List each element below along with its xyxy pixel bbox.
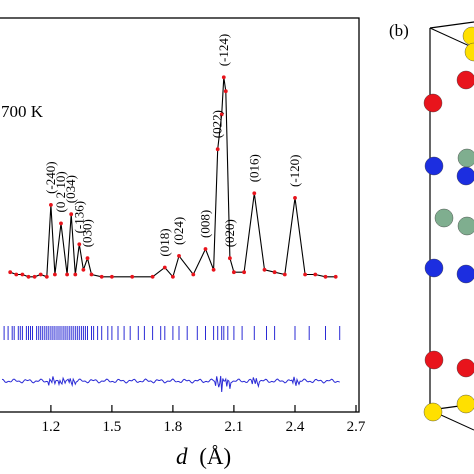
peak-label: (018) [157, 228, 172, 256]
observed-point [49, 203, 53, 207]
observed-point [150, 274, 155, 279]
observed-point [73, 272, 78, 277]
peak-label: (020) [222, 219, 237, 247]
atom [424, 258, 444, 278]
observed-point [313, 272, 318, 277]
cell-edge [429, 27, 474, 49]
observed-point [323, 274, 328, 279]
peak-label: (030) [80, 219, 95, 247]
observed-point [110, 274, 114, 279]
x-tick-label: 2.7 [347, 419, 366, 435]
observed-point [32, 274, 37, 279]
peak-label: (024) [171, 217, 186, 245]
observed-point [65, 272, 69, 277]
difference-curve [1, 375, 340, 393]
observed-point [221, 75, 226, 80]
observed-point [303, 272, 307, 277]
x-tick-label: 1.5 [103, 419, 122, 435]
peak-label: (022) [210, 110, 225, 138]
observed-point [219, 112, 224, 117]
atom [434, 208, 454, 228]
observed-points [8, 75, 338, 279]
x-axis-label: d (Å) [176, 444, 231, 469]
cell-edge [429, 21, 474, 29]
observed-point [262, 267, 267, 272]
observed-point [177, 254, 181, 258]
atoms [423, 26, 474, 422]
peak-label: (034) [63, 175, 78, 203]
observed-point [59, 221, 63, 226]
x-axis-label-symbol: d [176, 444, 188, 469]
observed-point [20, 272, 25, 277]
atom [456, 358, 474, 378]
peak-label: (008) [198, 210, 213, 238]
x-tick-label: 1.8 [164, 419, 183, 435]
panel-b-label: (b) [389, 21, 409, 40]
observed-point [252, 191, 257, 196]
observed-point [44, 274, 49, 279]
observed-point [38, 272, 43, 277]
observed-point [228, 256, 232, 261]
observed-point [81, 267, 86, 272]
observed-point [215, 147, 220, 152]
x-tick-label: 1.2 [42, 419, 61, 435]
observed-point [203, 247, 208, 251]
observed-point [242, 270, 247, 275]
x-axis-ticks: 1.2 1.5 1.8 2.1 2.4 2.7 [42, 405, 366, 435]
peak-label: (-136) [71, 201, 86, 234]
x-axis-label-unit: (Å) [199, 444, 231, 469]
atom [423, 93, 443, 113]
temperature-label: 700 K [1, 102, 44, 121]
observed-point [99, 274, 104, 279]
x-tick-label: 2.4 [286, 419, 305, 435]
bragg-ticks [3, 326, 341, 340]
observed-point [282, 272, 287, 277]
observed-point [14, 272, 19, 277]
peak-labels: (-240)(0 2 10)(034)(-136)(030) (018) (024)… [43, 34, 302, 257]
peak-label: (-124) [216, 34, 231, 66]
atom [456, 264, 474, 284]
observed-point [162, 265, 167, 270]
observed-point [77, 242, 82, 247]
observed-point [211, 267, 216, 272]
observed-point [8, 270, 13, 275]
peak-label: (-240) [43, 161, 58, 194]
peak-label: (0 2 10) [53, 171, 68, 212]
atom [457, 148, 474, 168]
atom [424, 350, 444, 370]
difference-curve-group [1, 375, 340, 393]
atom [456, 394, 474, 414]
observed-point [171, 274, 175, 279]
atom [456, 70, 474, 90]
observed-point [191, 272, 196, 277]
observed-point [232, 270, 236, 275]
plot-frame [0, 17, 360, 413]
observed-point [333, 274, 338, 279]
atom [457, 216, 474, 236]
observed-point [130, 274, 135, 279]
x-tick-label: 2.1 [225, 419, 244, 435]
observed-point [293, 196, 297, 200]
observed-point [53, 272, 57, 277]
peak-label: (016) [246, 154, 261, 182]
atom [424, 156, 444, 176]
atom [462, 26, 474, 46]
atom [423, 402, 443, 422]
atom [456, 166, 474, 186]
peak-label: (-120) [287, 155, 302, 188]
observed-point [272, 270, 277, 275]
observed-point [85, 256, 90, 261]
observed-point [223, 89, 228, 94]
observed-point [89, 272, 94, 277]
observed-point [26, 274, 31, 279]
atom [464, 42, 474, 62]
observed-point [69, 212, 74, 217]
